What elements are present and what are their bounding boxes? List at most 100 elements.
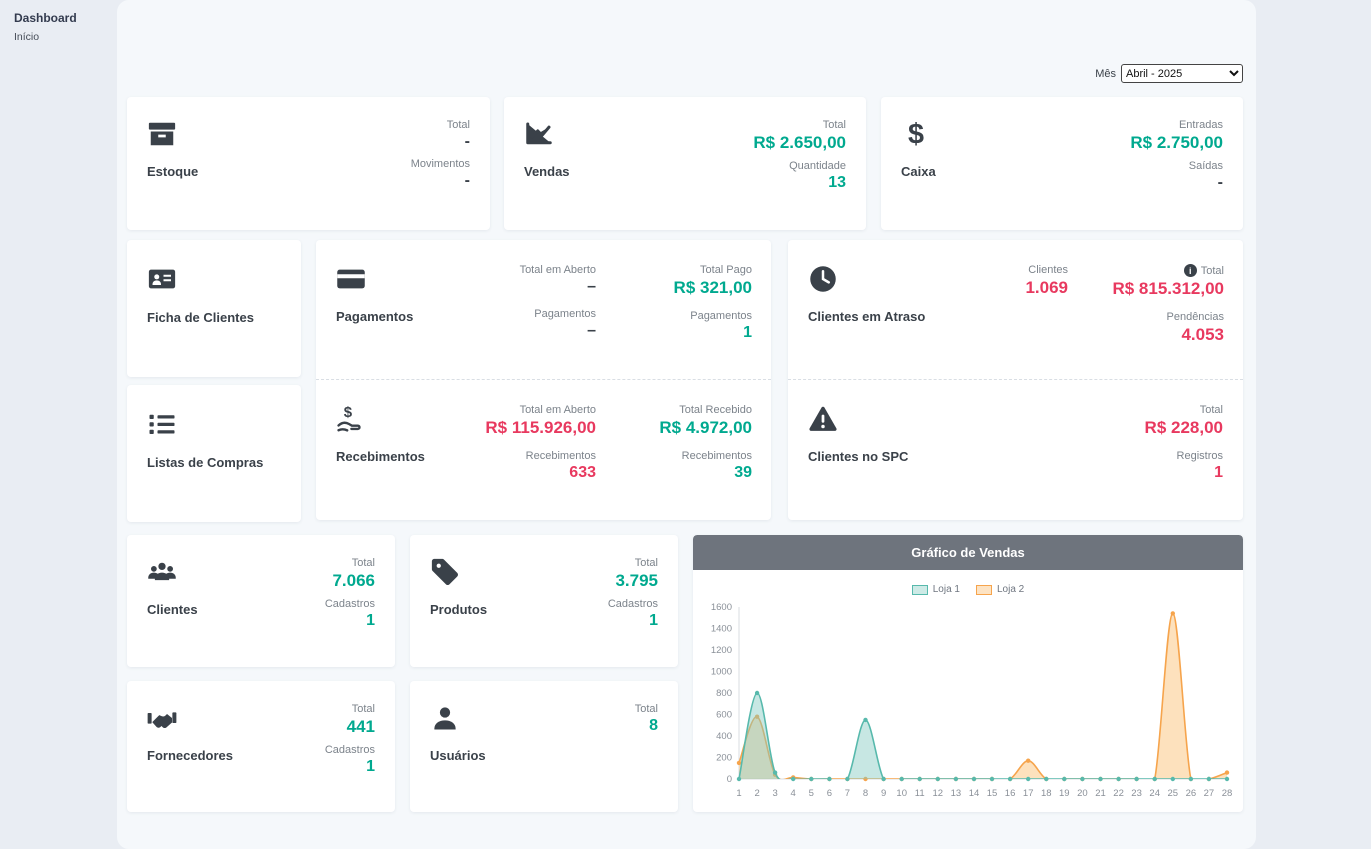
- section-spc-stats: Total R$ 228,00 Registros 1: [1081, 404, 1223, 508]
- stat-value: 8: [649, 717, 658, 734]
- stat-label: Cadastros: [607, 597, 658, 610]
- list-icon: [147, 409, 177, 439]
- legend-label: Loja 2: [997, 584, 1025, 595]
- svg-text:18: 18: [1041, 788, 1052, 799]
- section-atraso-left: Clientes em Atraso: [808, 264, 926, 367]
- stat-col: Total R$ 228,00 Registros 1: [1081, 404, 1223, 508]
- stat: Pagamentos 1: [690, 310, 752, 342]
- svg-text:15: 15: [987, 788, 998, 799]
- section-pagamentos-left: Pagamentos: [336, 264, 454, 367]
- card-title: Usuários: [430, 748, 486, 763]
- stat-label: Registros: [1176, 449, 1223, 462]
- stat-label: Cadastros: [324, 743, 375, 756]
- section-spc-left: Clientes no SPC: [808, 404, 926, 508]
- info-icon[interactable]: [1183, 264, 1197, 277]
- card-title: Estoque: [147, 164, 199, 179]
- stat-value: 4.053: [1181, 324, 1224, 344]
- stat: Pagamentos –: [534, 308, 596, 340]
- legend-swatch: [976, 584, 992, 595]
- chart-legend: Loja 1 Loja 2: [697, 584, 1239, 595]
- card-title: Fornecedores: [147, 748, 233, 763]
- stat-label: Pagamentos: [534, 308, 596, 321]
- svg-text:9: 9: [881, 788, 886, 799]
- svg-text:2: 2: [754, 788, 759, 799]
- stat: Registros 1: [1177, 450, 1223, 482]
- card-produtos[interactable]: Produtos Total 3.795 Cadastros 1: [410, 535, 678, 667]
- card-fornecedores[interactable]: Fornecedores Total 441 Cadastros 1: [127, 681, 395, 812]
- svg-text:22: 22: [1113, 788, 1124, 799]
- svg-text:24: 24: [1149, 788, 1160, 799]
- stat-label: Total: [351, 557, 375, 569]
- card-listas-de-compras[interactable]: Listas de Compras: [127, 385, 301, 522]
- legend-item[interactable]: Loja 1: [911, 584, 960, 595]
- svg-text:11: 11: [915, 788, 925, 799]
- svg-text:800: 800: [716, 688, 732, 699]
- card-vendas[interactable]: Vendas Total R$ 2.650,00 Quantidade 13: [504, 97, 866, 230]
- stat-label: Pagamentos: [690, 309, 752, 322]
- stat: Total em Aberto –: [520, 264, 596, 296]
- stat: Total 441: [347, 703, 375, 737]
- stat-value: 3.795: [615, 571, 658, 590]
- section-clientes-no-spc[interactable]: Clientes no SPC Total R$ 228,00 Registro…: [788, 380, 1243, 520]
- section-recebimentos[interactable]: $ Recebimentos Total em Aberto R$ 115.92…: [316, 380, 771, 520]
- stat-label: Total: [822, 119, 846, 131]
- stat-value: R$ 115.926,00: [485, 418, 596, 437]
- card-clientes-left: Clientes: [147, 557, 198, 651]
- stat: Total Pago R$ 321,00: [674, 264, 752, 298]
- card-estoque[interactable]: Estoque Total - Movimentos -: [127, 97, 490, 230]
- svg-text:1: 1: [736, 788, 741, 799]
- stat-label: Movimentos: [410, 158, 470, 171]
- stat-value: 1: [1214, 463, 1223, 481]
- user-icon: [430, 703, 460, 733]
- breadcrumb[interactable]: Início: [14, 31, 40, 43]
- svg-text:6: 6: [827, 788, 832, 799]
- box-archive-icon: [147, 119, 177, 149]
- month-select[interactable]: Abril - 2025: [1121, 64, 1243, 83]
- month-label: Mês: [1095, 67, 1116, 80]
- svg-text:1000: 1000: [711, 667, 732, 678]
- card-clientes-stats: Total 7.066 Cadastros 1: [325, 557, 375, 651]
- card-caixa[interactable]: $ Caixa Entradas R$ 2.750,00 Saídas -: [881, 97, 1243, 230]
- section-clientes-em-atraso[interactable]: Clientes em Atraso Clientes 1.069 Total: [788, 240, 1243, 380]
- month-picker: Mês Abril - 2025: [1095, 64, 1243, 83]
- hand-holding-dollar-icon: $: [336, 404, 366, 434]
- svg-text:12: 12: [933, 788, 944, 799]
- card-usuarios[interactable]: Usuários Total 8: [410, 681, 678, 812]
- section-pagamentos[interactable]: Pagamentos Total em Aberto – Pagamentos …: [316, 240, 771, 380]
- stat-label: Pendências: [1166, 310, 1225, 323]
- stat: Pendências 4.053: [1167, 311, 1225, 345]
- legend-item[interactable]: Loja 2: [976, 584, 1024, 595]
- stat-col: Total Pago R$ 321,00 Pagamentos 1: [610, 264, 752, 367]
- card-ficha-de-clientes[interactable]: Ficha de Clientes: [127, 240, 301, 377]
- svg-text:7: 7: [845, 788, 850, 799]
- card-title: Clientes no SPC: [808, 449, 909, 464]
- users-icon: [147, 557, 177, 587]
- tag-icon: [430, 557, 460, 587]
- section-atraso-stats: Clientes 1.069 Total R$ 815.312,00 Pendê…: [926, 264, 1224, 367]
- stat-col: Total Recebido R$ 4.972,00 Recebimentos …: [610, 404, 752, 508]
- card-title: Vendas: [524, 164, 570, 179]
- card-vendas-left: Vendas: [524, 119, 570, 214]
- svg-text:8: 8: [863, 788, 868, 799]
- stat-value: -: [1217, 173, 1223, 191]
- stat-label: Cadastros: [324, 597, 375, 610]
- card-clientes[interactable]: Clientes Total 7.066 Cadastros 1: [127, 535, 395, 667]
- stat-value: 1: [649, 611, 658, 629]
- svg-text:$: $: [908, 119, 924, 149]
- stat-col: Total em Aberto R$ 115.926,00 Recebiment…: [454, 404, 596, 508]
- stat-label-text: Total: [1200, 264, 1224, 277]
- card-fornecedores-left: Fornecedores: [147, 703, 233, 796]
- section-pagamentos-stats: Total em Aberto – Pagamentos – Total Pag…: [454, 264, 752, 367]
- card-caixa-left: $ Caixa: [901, 119, 936, 214]
- stat: Movimentos -: [411, 158, 470, 190]
- svg-text:10: 10: [896, 788, 907, 799]
- card-pagamentos-recebimentos: Pagamentos Total em Aberto – Pagamentos …: [316, 240, 771, 520]
- card-title: Listas de Compras: [147, 455, 264, 470]
- card-title: Clientes em Atraso: [808, 309, 926, 324]
- stat: Cadastros 1: [325, 744, 375, 776]
- stat-label: Total: [446, 119, 470, 131]
- stat-label: Clientes: [1028, 264, 1068, 276]
- stat: Cadastros 1: [325, 598, 375, 630]
- stat-value: 39: [734, 463, 752, 481]
- stat: Total 3.795: [615, 557, 658, 591]
